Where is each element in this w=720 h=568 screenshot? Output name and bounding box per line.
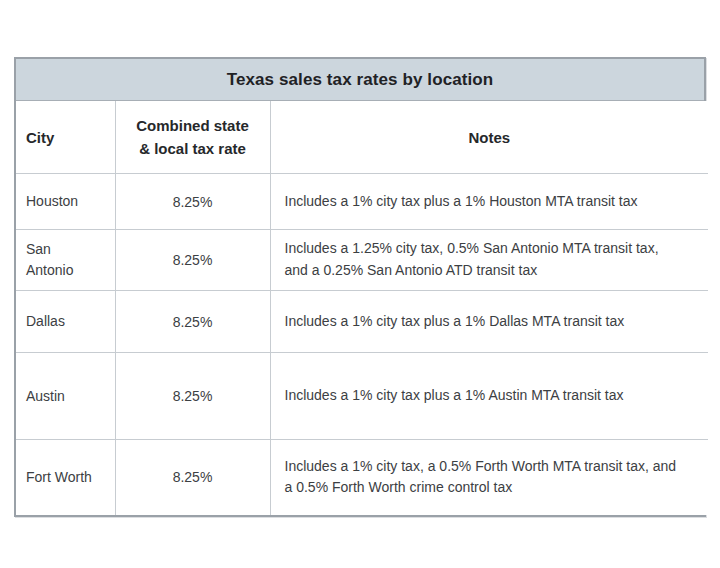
notes-cell: Includes a 1% city tax plus a 1% Houston… bbox=[270, 174, 708, 230]
notes-cell: Includes a 1% city tax plus a 1% Dallas … bbox=[270, 291, 708, 353]
table-title-bar: Texas sales tax rates by location bbox=[16, 59, 704, 101]
notes-cell: Includes a 1.25% city tax, 0.5% San Anto… bbox=[270, 230, 708, 291]
city-cell: Dallas bbox=[16, 291, 115, 353]
header-row: City Combined state & local tax rate Not… bbox=[16, 101, 708, 174]
column-header-city: City bbox=[16, 101, 115, 174]
rate-cell: 8.25% bbox=[115, 353, 270, 440]
notes-cell: Includes a 1% city tax, a 0.5% Forth Wor… bbox=[270, 440, 708, 515]
table-row: Austin 8.25% Includes a 1% city tax plus… bbox=[16, 353, 708, 440]
city-cell: Fort Worth bbox=[16, 440, 115, 515]
rate-cell: 8.25% bbox=[115, 230, 270, 291]
tax-table: City Combined state & local tax rate Not… bbox=[16, 101, 708, 515]
tax-rate-table-container: Texas sales tax rates by location City C… bbox=[14, 57, 706, 517]
table-header: City Combined state & local tax rate Not… bbox=[16, 101, 708, 174]
column-header-rate: Combined state & local tax rate bbox=[115, 101, 270, 174]
table-row: San Antonio 8.25% Includes a 1.25% city … bbox=[16, 230, 708, 291]
city-cell: Austin bbox=[16, 353, 115, 440]
table-body: Houston 8.25% Includes a 1% city tax plu… bbox=[16, 174, 708, 515]
rate-cell: 8.25% bbox=[115, 440, 270, 515]
table-title: Texas sales tax rates by location bbox=[227, 70, 494, 90]
table-row: Houston 8.25% Includes a 1% city tax plu… bbox=[16, 174, 708, 230]
table-row: Fort Worth 8.25% Includes a 1% city tax,… bbox=[16, 440, 708, 515]
notes-cell: Includes a 1% city tax plus a 1% Austin … bbox=[270, 353, 708, 440]
column-header-notes: Notes bbox=[270, 101, 708, 174]
rate-cell: 8.25% bbox=[115, 174, 270, 230]
city-cell: San Antonio bbox=[16, 230, 115, 291]
rate-cell: 8.25% bbox=[115, 291, 270, 353]
city-cell: Houston bbox=[16, 174, 115, 230]
table-row: Dallas 8.25% Includes a 1% city tax plus… bbox=[16, 291, 708, 353]
